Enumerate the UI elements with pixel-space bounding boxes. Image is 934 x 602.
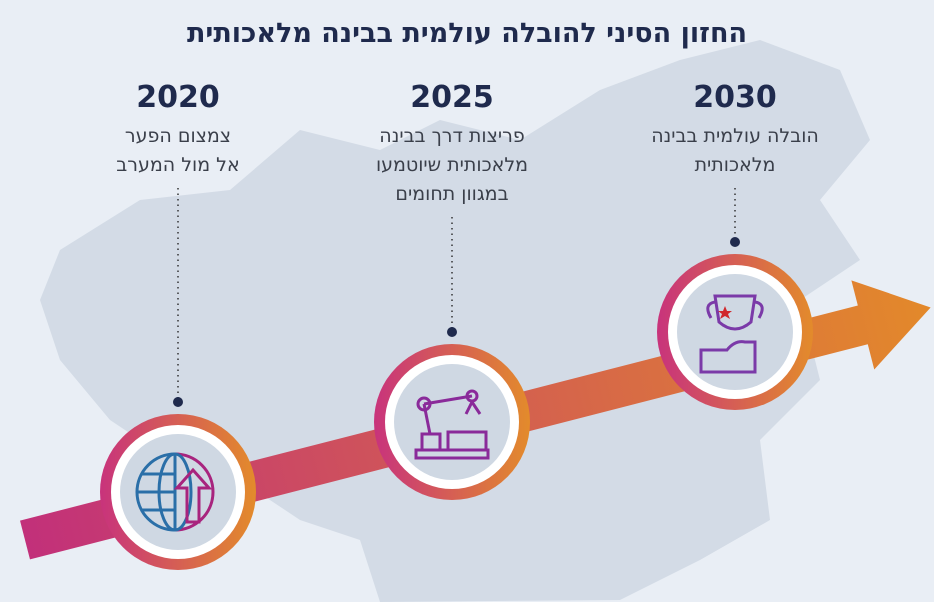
connector-dot bbox=[730, 237, 740, 247]
milestone-icon-bg bbox=[677, 274, 793, 390]
milestone-description: הובלה עולמית בבינה bbox=[651, 125, 819, 147]
milestone-description: פריצות דרך בבינה bbox=[379, 125, 524, 147]
robot-arm-icon bbox=[414, 389, 490, 460]
milestone-description: מלאכותית שיוטמעו bbox=[376, 154, 528, 176]
milestone-description: מלאכותית bbox=[695, 154, 776, 176]
milestone-description: אל מול המערב bbox=[116, 154, 239, 176]
milestone-year: 2020 bbox=[136, 80, 220, 115]
milestone-icon-bg bbox=[394, 364, 510, 480]
trophy-icon bbox=[699, 294, 764, 374]
milestone-description: במגוון תחומים bbox=[395, 183, 508, 205]
milestone-year: 2030 bbox=[693, 80, 777, 115]
globe-icon bbox=[135, 452, 215, 532]
connector-dot bbox=[447, 327, 457, 337]
title: החזון הסיני להובלה עולמית בבינה מלאכותית bbox=[187, 18, 747, 49]
milestone-year: 2025 bbox=[410, 80, 494, 115]
connector-dot bbox=[173, 397, 183, 407]
milestone-description: צמצום הפער bbox=[125, 125, 231, 147]
